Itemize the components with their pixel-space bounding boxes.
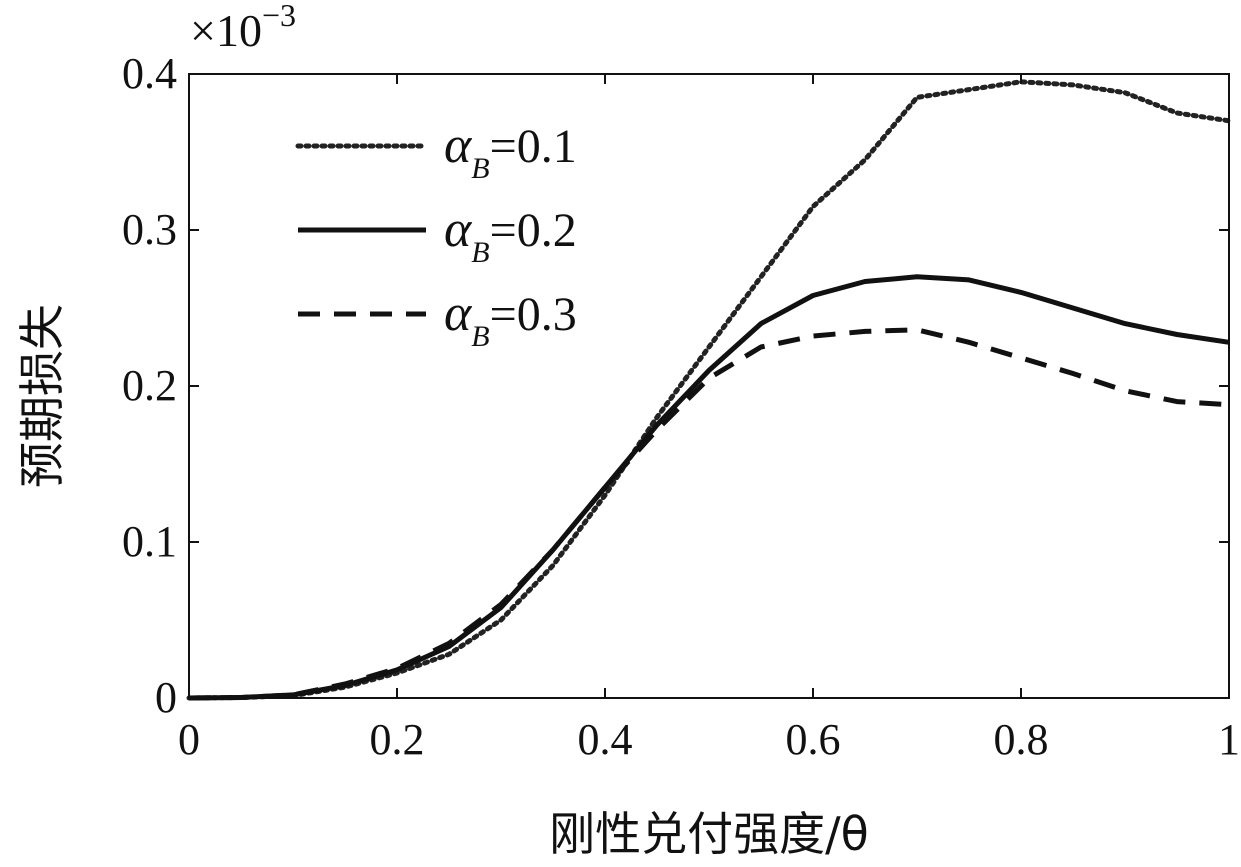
legend-label: αB=0.3 bbox=[444, 285, 577, 353]
legend-label: αB=0.1 bbox=[444, 117, 577, 185]
legend-label: αB=0.2 bbox=[444, 201, 577, 269]
x-axis-title: 刚性兑付强度/θ bbox=[549, 807, 869, 861]
y-tick-label: 0 bbox=[155, 673, 177, 722]
y-tick-label: 0.1 bbox=[122, 517, 177, 566]
x-tick-label: 1 bbox=[1218, 715, 1240, 764]
legend-symbol: α bbox=[444, 117, 473, 174]
plot-area bbox=[186, 79, 1232, 701]
y-tick-label: 0.4 bbox=[122, 49, 177, 98]
x-tick-label: 0.8 bbox=[994, 715, 1049, 764]
legend-value: =0.2 bbox=[490, 204, 577, 257]
legend-item: αB=0.1 bbox=[295, 117, 577, 185]
x-tick-label: 0.6 bbox=[786, 715, 841, 764]
series-2-line bbox=[188, 274, 1230, 701]
legend-subscript: B bbox=[471, 320, 489, 353]
x-tick-label: 0.4 bbox=[578, 715, 633, 764]
legend-subscript: B bbox=[471, 152, 489, 185]
y-axis-title: 预期损失 bbox=[15, 304, 69, 488]
series-2-points bbox=[189, 277, 1229, 698]
series-1-points bbox=[189, 82, 1229, 698]
series-3-points bbox=[189, 330, 1229, 698]
y-tick-label: 0.2 bbox=[122, 361, 177, 410]
legend: αB=0.1αB=0.2αB=0.3 bbox=[295, 117, 577, 353]
x-tick-label: 0 bbox=[178, 715, 200, 764]
legend-item: αB=0.2 bbox=[298, 201, 577, 269]
legend-symbol: α bbox=[444, 285, 473, 342]
series-3-line bbox=[188, 327, 1230, 701]
legend-value: =0.1 bbox=[490, 120, 577, 173]
plot-frame bbox=[188, 73, 1230, 699]
y-axis-multiplier-exponent: −3 bbox=[262, 0, 296, 33]
legend-symbol: α bbox=[444, 201, 473, 258]
legend-item: αB=0.3 bbox=[298, 285, 577, 353]
series-1-line bbox=[186, 79, 1232, 701]
x-tick-label: 0.2 bbox=[370, 715, 425, 764]
axes: 0 0.2 0.4 0.6 0.8 1 0 0.1 0.2 0.3 0.4 ×10−3 刚性兑付强度/θ… bbox=[15, 0, 1240, 861]
legend-value: =0.3 bbox=[490, 288, 577, 341]
y-axis-multiplier: ×10−3 bbox=[190, 0, 296, 56]
y-tick-label: 0.3 bbox=[122, 205, 177, 254]
legend-subscript: B bbox=[471, 236, 489, 269]
